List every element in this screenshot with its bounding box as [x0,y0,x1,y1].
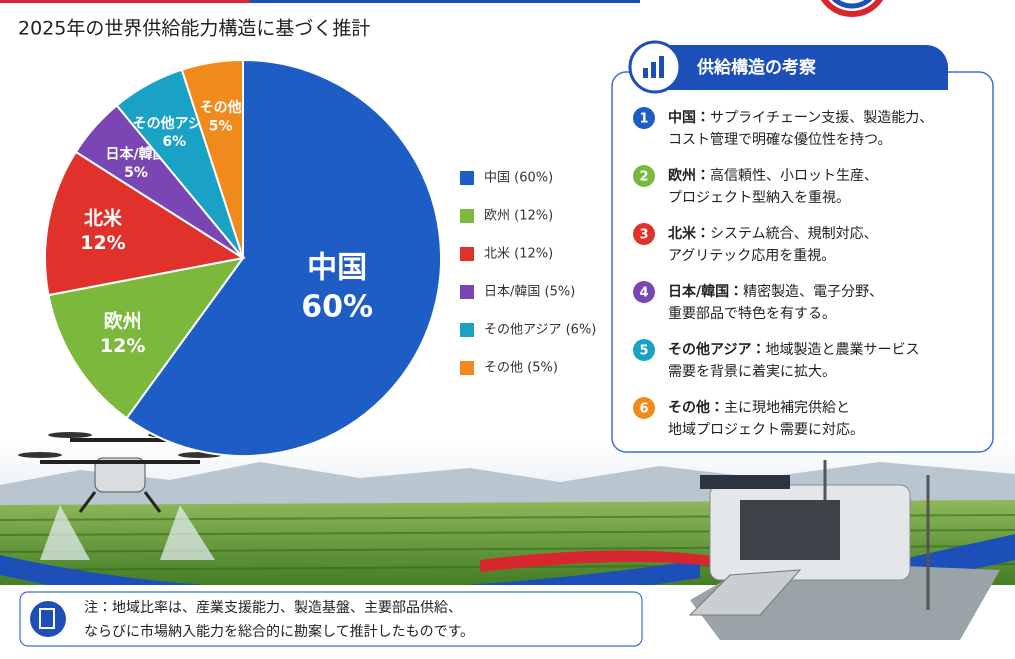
slice-value: 60% [301,290,373,325]
panel-items: 1 中国：サプライチェーン支援、製造能力、コスト管理で明確な優位性を持つ。2 欧州：… [633,107,933,438]
item-number: 1 [639,112,648,127]
item-text: 精密製造、電子分野、 [743,284,883,300]
item-text: サプライチェーン支援、製造能力、 [710,110,933,126]
slice-value: 5% [209,118,233,134]
item-text: アグリテック応用を重視。 [668,248,835,264]
item-badge [633,223,655,245]
item-first-line: 日本/韓国：精密製造、電子分野、 [668,283,883,300]
slice-label: その他 [200,99,242,116]
slice-label: その他アジア [133,115,216,132]
legend-label: その他アジア (6%) [484,323,596,338]
item-text: 主に現地補完供給と [724,400,850,416]
item-first-line: 北米：システム統合、規制対応、 [668,225,878,242]
item-heading: 欧州： [668,167,710,184]
item-number: 2 [639,170,648,185]
logo-ring [831,0,873,9]
panel-title: 供給構造の考察 [696,57,817,78]
item-first-line: 中国：サプライチェーン支援、製造能力、 [668,109,933,126]
note-line: ならびに市場納入能力を総合的に勘案して推計したものです。 [84,624,474,640]
item-text: システム統合、規制対応、 [710,226,878,242]
legend-label: 中国 (60%) [484,171,553,186]
item-badge [633,339,655,361]
note-icon [30,601,66,637]
pie-slice [47,256,246,420]
top-stripe [250,0,640,3]
pie-slice [180,58,244,259]
item-text: 地域プロジェクト需要に対応。 [668,422,864,438]
item-text: 重要部品で特色を有する。 [668,306,836,322]
slice-value: 5% [124,165,148,181]
item-badge [633,397,655,419]
legend: 中国 (60%) 欧州 (12%) 北米 (12%) 日本/韓国 (5%) その他アジア… [460,171,596,376]
item-badge [633,165,655,187]
item-number: 3 [639,228,648,243]
panel-icon-bars [643,56,664,78]
item-heading: 中国： [668,109,710,126]
note-icon-doc [39,608,55,629]
item-heading: 北米： [668,225,710,242]
item-first-line: その他：主に現地補完供給と [668,399,850,416]
item-text: プロジェクト型納入を重視。 [668,190,850,206]
item-badge [633,281,655,303]
swoosh [480,550,740,572]
item-heading: その他アジア： [668,341,765,358]
item-text: コスト管理で明確な優位性を持つ。 [668,132,891,148]
legend-swatch [460,209,474,223]
item-text: 地域製造と農業サービス [765,342,919,358]
item-number: 6 [639,402,648,417]
note: 注：地域比率は、産業支援能力、製造基盤、主要部品供給、ならびに市場納入能力を総合… [84,599,474,640]
item-first-line: 欧州：高信頼性、小ロット生産、 [668,167,878,184]
slice-value: 12% [80,232,125,254]
pie-slice [125,58,442,457]
item-number: 4 [639,286,648,301]
note-line: 注：地域比率は、産業支援能力、製造基盤、主要部品供給、 [84,599,462,616]
legend-swatch [460,285,474,299]
slice-label: 北米 [84,206,123,229]
panel-header [632,45,948,90]
pie-slice [44,150,246,297]
legend-swatch [460,323,474,337]
slice-label: 欧州 [104,310,142,333]
item-number: 5 [639,344,648,359]
legend-swatch [460,247,474,261]
slice-label: 中国 [307,251,367,286]
slice-label: 日本/韓国 [106,146,167,163]
legend-label: 北米 (12%) [484,247,553,262]
legend-label: 日本/韓国 (5%) [484,285,575,300]
item-text: 高信頼性、小ロット生産、 [710,167,878,184]
item-heading: 日本/韓国： [668,283,743,300]
slice-value: 12% [100,335,145,357]
slice-value: 6% [162,134,186,150]
legend-swatch [460,171,474,185]
machine [688,460,1000,640]
legend-label: 欧州 (12%) [484,209,553,224]
item-first-line: その他アジア：地域製造と農業サービス [668,341,919,358]
legend-swatch [460,361,474,375]
legend-label: その他 (5%) [484,361,558,376]
note-box [19,591,643,647]
item-badge [633,107,655,129]
item-heading: その他： [668,399,724,416]
chart-title: 2025年の世界供給能力構造に基づく推計 [18,18,370,40]
item-text: 需要を背景に着実に拡大。 [668,363,836,380]
